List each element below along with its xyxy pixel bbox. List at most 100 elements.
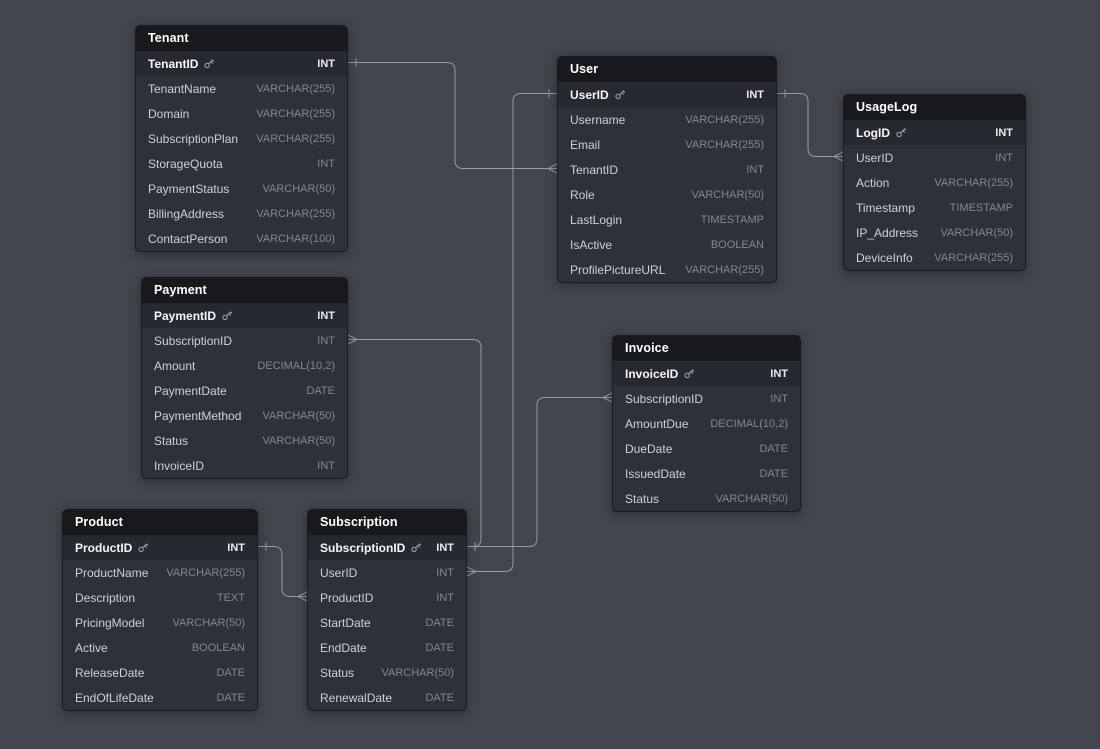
table-product[interactable]: Product ProductID INT ProductName VARCHAR(25…	[62, 509, 258, 711]
field-row-payment-payment-date[interactable]: PaymentDate DATE	[142, 378, 347, 403]
field-row-payment-status[interactable]: Status VARCHAR(50)	[142, 428, 347, 453]
field-row-invoice-issued-date[interactable]: IssuedDate DATE	[613, 461, 800, 486]
field-row-subscription-product-id[interactable]: ProductID INT	[308, 585, 466, 610]
field-row-invoice-subscription-id[interactable]: SubscriptionID INT	[613, 386, 800, 411]
field-row-product-release-date[interactable]: ReleaseDate DATE	[63, 660, 257, 685]
field-name: InvoiceID	[154, 458, 205, 473]
field-row-tenant-storage-quota[interactable]: StorageQuota INT	[136, 151, 347, 176]
field-type: INT	[770, 367, 788, 380]
field-type: DATE	[759, 442, 788, 455]
field-row-subscription-status[interactable]: Status VARCHAR(50)	[308, 660, 466, 685]
field-row-subscription-start-date[interactable]: StartDate DATE	[308, 610, 466, 635]
field-row-tenant-contact-person[interactable]: ContactPerson VARCHAR(100)	[136, 226, 347, 251]
field-row-tenant-domain[interactable]: Domain VARCHAR(255)	[136, 101, 347, 126]
field-name: EndDate	[320, 640, 367, 655]
relationship-product-product-id--subscription-product-id[interactable]	[258, 542, 308, 602]
field-row-user-is-active[interactable]: IsActive BOOLEAN	[558, 232, 776, 257]
field-row-user-email[interactable]: Email VARCHAR(255)	[558, 132, 776, 157]
field-row-usage-log-ip-address[interactable]: IP_Address VARCHAR(50)	[844, 220, 1025, 245]
field-name-wrap: DeviceInfo	[856, 251, 913, 265]
field-name-wrap: StartDate	[320, 616, 371, 630]
relationship-line[interactable]	[467, 93, 557, 572]
relationship-user-user-id--usage-log-user-id[interactable]	[777, 89, 844, 162]
field-name: SubscriptionID	[625, 391, 704, 406]
field-name-wrap: AmountDue	[625, 417, 688, 431]
field-row-user-username[interactable]: Username VARCHAR(255)	[558, 107, 776, 132]
field-name-wrap: Description	[75, 591, 135, 605]
field-row-user-profile-picture-url[interactable]: ProfilePictureURL VARCHAR(255)	[558, 257, 776, 282]
field-row-usage-log-user-id[interactable]: UserID INT	[844, 145, 1025, 170]
relationship-user-user-id--subscription-user-id[interactable]	[466, 89, 557, 577]
table-header-payment[interactable]: Payment	[142, 278, 347, 303]
field-name: PaymentDate	[154, 383, 227, 398]
field-row-product-active[interactable]: Active BOOLEAN	[63, 635, 257, 660]
field-row-user-user-id[interactable]: UserID INT	[558, 82, 776, 107]
relationship-subscription-subscription-id--invoice-subscription-id[interactable]	[467, 392, 613, 551]
field-type: VARCHAR(255)	[934, 251, 1013, 264]
field-row-tenant-payment-status[interactable]: PaymentStatus VARCHAR(50)	[136, 176, 347, 201]
field-row-payment-invoice-id[interactable]: InvoiceID INT	[142, 453, 347, 478]
field-row-invoice-amount-due[interactable]: AmountDue DECIMAL(10,2)	[613, 411, 800, 436]
field-row-product-pricing-model[interactable]: PricingModel VARCHAR(50)	[63, 610, 257, 635]
field-name-wrap: DueDate	[625, 442, 672, 456]
relationship-line[interactable]	[777, 93, 843, 157]
field-row-invoice-due-date[interactable]: DueDate DATE	[613, 436, 800, 461]
field-row-product-end-of-life-date[interactable]: EndOfLifeDate DATE	[63, 685, 257, 710]
field-row-usage-log-action[interactable]: Action VARCHAR(255)	[844, 170, 1025, 195]
field-name-wrap: EndDate	[320, 641, 367, 655]
field-name: InvoiceID	[625, 366, 679, 381]
table-tenant[interactable]: Tenant TenantID INT TenantName VARCHAR(255) D…	[135, 25, 348, 252]
table-header-product[interactable]: Product	[63, 510, 257, 535]
table-payment[interactable]: Payment PaymentID INT SubscriptionID INT Amou…	[141, 277, 348, 479]
field-row-payment-payment-id[interactable]: PaymentID INT	[142, 303, 347, 328]
table-user[interactable]: User UserID INT Username VARCHAR(255) Email VA…	[557, 56, 777, 283]
field-name-wrap: SubscriptionPlan	[148, 132, 238, 146]
field-row-subscription-renewal-date[interactable]: RenewalDate DATE	[308, 685, 466, 710]
field-row-tenant-tenant-id[interactable]: TenantID INT	[136, 51, 347, 76]
relationship-line[interactable]	[258, 546, 307, 597]
table-header-usage-log[interactable]: UsageLog	[844, 95, 1025, 120]
field-type: DATE	[216, 691, 245, 704]
field-row-usage-log-timestamp[interactable]: Timestamp TIMESTAMP	[844, 195, 1025, 220]
field-row-payment-amount[interactable]: Amount DECIMAL(10,2)	[142, 353, 347, 378]
field-row-subscription-end-date[interactable]: EndDate DATE	[308, 635, 466, 660]
field-row-tenant-tenant-name[interactable]: TenantName VARCHAR(255)	[136, 76, 347, 101]
table-usage-log[interactable]: UsageLog LogID INT UserID INT Action VARCHAR(2…	[843, 94, 1026, 271]
field-row-usage-log-log-id[interactable]: LogID INT	[844, 120, 1025, 145]
field-row-user-last-login[interactable]: LastLogin TIMESTAMP	[558, 207, 776, 232]
field-type: TIMESTAMP	[700, 213, 764, 226]
field-row-product-description[interactable]: Description TEXT	[63, 585, 257, 610]
table-subscription[interactable]: Subscription SubscriptionID INT UserID INT Pr…	[307, 509, 467, 711]
table-header-invoice[interactable]: Invoice	[613, 336, 800, 361]
table-header-user[interactable]: User	[558, 57, 776, 82]
field-row-tenant-billing-address[interactable]: BillingAddress VARCHAR(255)	[136, 201, 347, 226]
field-row-product-product-name[interactable]: ProductName VARCHAR(255)	[63, 560, 257, 585]
field-row-payment-payment-method[interactable]: PaymentMethod VARCHAR(50)	[142, 403, 347, 428]
table-invoice[interactable]: Invoice InvoiceID INT SubscriptionID INT Amou…	[612, 335, 801, 512]
field-name: Domain	[148, 106, 190, 121]
field-name-wrap: InvoiceID	[154, 459, 204, 473]
field-row-usage-log-device-info[interactable]: DeviceInfo VARCHAR(255)	[844, 245, 1025, 270]
field-row-subscription-user-id[interactable]: UserID INT	[308, 560, 466, 585]
field-row-invoice-status[interactable]: Status VARCHAR(50)	[613, 486, 800, 511]
field-row-payment-subscription-id[interactable]: SubscriptionID INT	[142, 328, 347, 353]
relationship-tenant-tenant-id--user-tenant-id[interactable]	[348, 58, 558, 174]
table-header-tenant[interactable]: Tenant	[136, 26, 347, 51]
field-name-wrap: EndOfLifeDate	[75, 691, 154, 705]
field-name-wrap: UserID	[856, 151, 893, 165]
field-row-subscription-subscription-id[interactable]: SubscriptionID INT	[308, 535, 466, 560]
field-row-user-role[interactable]: Role VARCHAR(50)	[558, 182, 776, 207]
table-title: Tenant	[148, 31, 189, 45]
field-row-user-tenant-id[interactable]: TenantID INT	[558, 157, 776, 182]
field-row-product-product-id[interactable]: ProductID INT	[63, 535, 257, 560]
field-type: DECIMAL(10,2)	[710, 417, 788, 430]
field-row-tenant-subscription-plan[interactable]: SubscriptionPlan VARCHAR(255)	[136, 126, 347, 151]
field-type: VARCHAR(50)	[262, 182, 335, 195]
field-row-invoice-invoice-id[interactable]: InvoiceID INT	[613, 361, 800, 386]
field-type: INT	[436, 591, 454, 604]
field-name: IsActive	[570, 237, 613, 252]
relationship-line[interactable]	[467, 397, 612, 547]
relationship-line[interactable]	[348, 62, 557, 169]
table-header-subscription[interactable]: Subscription	[308, 510, 466, 535]
